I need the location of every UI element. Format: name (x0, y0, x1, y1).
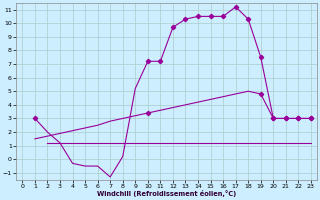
X-axis label: Windchill (Refroidissement éolien,°C): Windchill (Refroidissement éolien,°C) (97, 190, 236, 197)
